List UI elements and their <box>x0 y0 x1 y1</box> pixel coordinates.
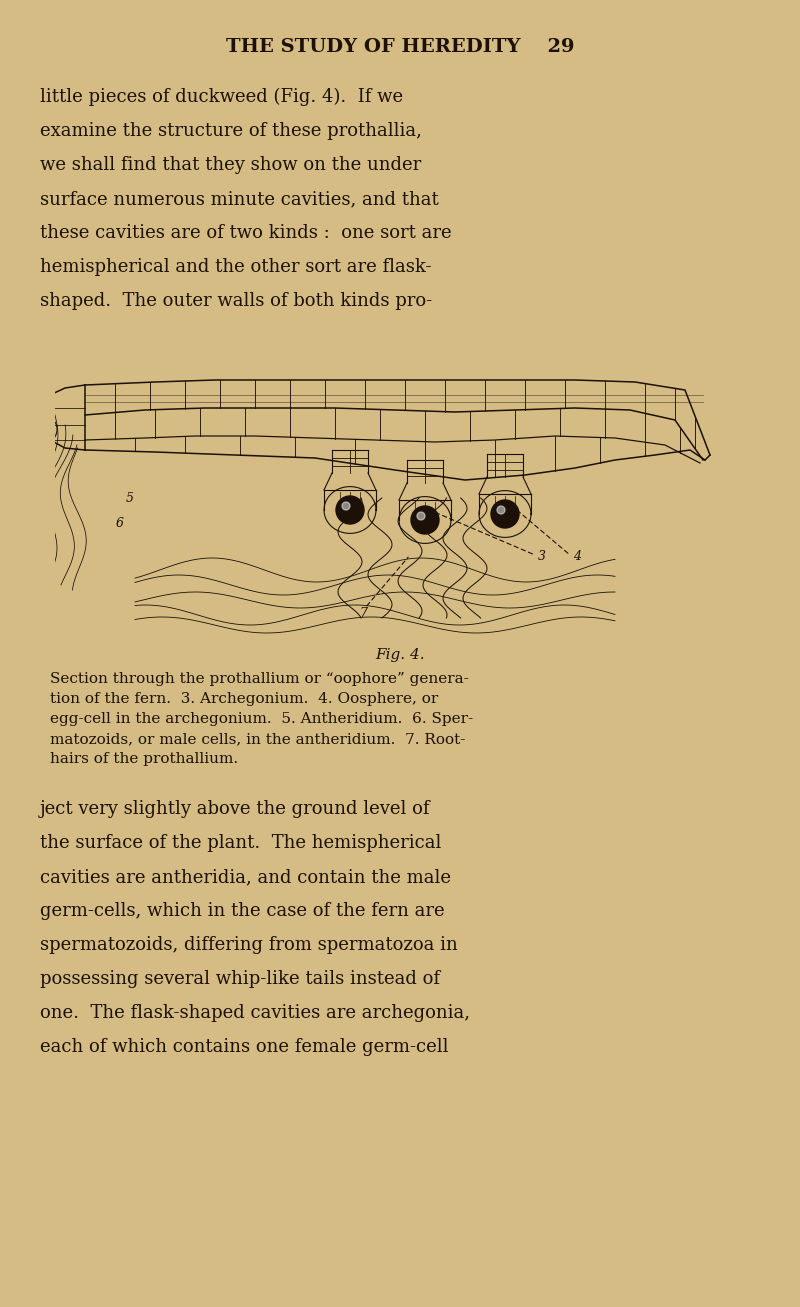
Text: possessing several whip-like tails instead of: possessing several whip-like tails inste… <box>40 970 440 988</box>
Circle shape <box>342 502 350 510</box>
Text: spermatozoids, differing from spermatozoa in: spermatozoids, differing from spermatozo… <box>40 936 458 954</box>
Text: egg-cell in the archegonium.  5. Antheridium.  6. Sper-: egg-cell in the archegonium. 5. Antherid… <box>50 712 473 725</box>
Circle shape <box>417 512 425 520</box>
Text: Fig. 4.: Fig. 4. <box>375 648 425 663</box>
Text: each of which contains one female germ-cell: each of which contains one female germ-c… <box>40 1038 449 1056</box>
Text: one.  The flask-shaped cavities are archegonia,: one. The flask-shaped cavities are arche… <box>40 1004 470 1022</box>
Circle shape <box>336 495 364 524</box>
Text: hemispherical and the other sort are flask-: hemispherical and the other sort are fla… <box>40 257 431 276</box>
Text: the surface of the plant.  The hemispherical: the surface of the plant. The hemispheri… <box>40 834 442 852</box>
Circle shape <box>411 506 439 535</box>
Text: matozoids, or male cells, in the antheridium.  7. Root-: matozoids, or male cells, in the antheri… <box>50 732 466 746</box>
Text: shaped.  The outer walls of both kinds pro-: shaped. The outer walls of both kinds pr… <box>40 291 432 310</box>
Text: these cavities are of two kinds :  one sort are: these cavities are of two kinds : one so… <box>40 223 452 242</box>
Text: ject very slightly above the ground level of: ject very slightly above the ground leve… <box>40 800 430 818</box>
Text: 6: 6 <box>116 518 124 531</box>
Text: 4: 4 <box>573 550 581 563</box>
Text: 7: 7 <box>359 606 367 620</box>
Text: surface numerous minute cavities, and that: surface numerous minute cavities, and th… <box>40 190 438 208</box>
Text: little pieces of duckweed (Fig. 4).  If we: little pieces of duckweed (Fig. 4). If w… <box>40 88 403 106</box>
Text: hairs of the prothallium.: hairs of the prothallium. <box>50 752 238 766</box>
Text: examine the structure of these prothallia,: examine the structure of these prothalli… <box>40 122 422 140</box>
Text: we shall find that they show on the under: we shall find that they show on the unde… <box>40 156 422 174</box>
Circle shape <box>497 506 505 514</box>
Text: cavities are antheridia, and contain the male: cavities are antheridia, and contain the… <box>40 868 451 886</box>
Text: 3: 3 <box>538 550 546 563</box>
Text: germ-cells, which in the case of the fern are: germ-cells, which in the case of the fer… <box>40 902 445 920</box>
Circle shape <box>491 501 519 528</box>
Text: Section through the prothallium or “oophore” genera-: Section through the prothallium or “ooph… <box>50 672 469 686</box>
Text: THE STUDY OF HEREDITY    29: THE STUDY OF HEREDITY 29 <box>226 38 574 56</box>
Text: tion of the fern.  3. Archegonium.  4. Oosphere, or: tion of the fern. 3. Archegonium. 4. Oos… <box>50 691 438 706</box>
Text: 5: 5 <box>126 491 134 505</box>
